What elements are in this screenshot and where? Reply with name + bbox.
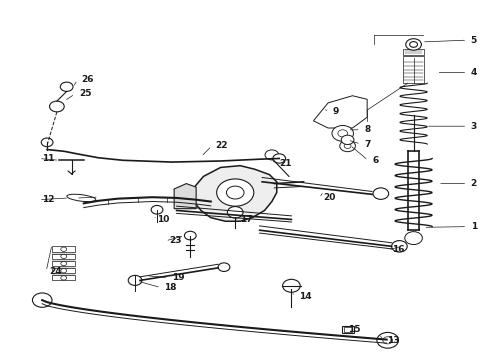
- Text: 25: 25: [79, 89, 91, 98]
- Text: 3: 3: [471, 122, 477, 131]
- Circle shape: [406, 39, 421, 50]
- Circle shape: [151, 206, 163, 214]
- Text: 16: 16: [392, 246, 404, 255]
- Circle shape: [340, 140, 355, 152]
- Ellipse shape: [67, 194, 96, 202]
- Circle shape: [338, 130, 347, 137]
- Text: 1: 1: [471, 222, 477, 231]
- Circle shape: [218, 263, 230, 271]
- Text: 26: 26: [81, 75, 94, 84]
- Text: 15: 15: [347, 325, 360, 334]
- Circle shape: [377, 332, 398, 348]
- Text: 21: 21: [279, 159, 292, 168]
- Circle shape: [265, 150, 279, 160]
- FancyBboxPatch shape: [52, 261, 75, 266]
- Text: 24: 24: [49, 267, 62, 276]
- Text: 4: 4: [471, 68, 477, 77]
- Circle shape: [283, 279, 300, 292]
- Circle shape: [217, 179, 254, 206]
- Circle shape: [273, 154, 286, 163]
- Text: 12: 12: [42, 195, 55, 204]
- Circle shape: [184, 231, 196, 240]
- Circle shape: [41, 138, 53, 147]
- Circle shape: [226, 186, 244, 199]
- Circle shape: [61, 269, 67, 273]
- Circle shape: [332, 126, 353, 141]
- Circle shape: [373, 188, 389, 199]
- Circle shape: [61, 276, 67, 280]
- Text: 20: 20: [323, 193, 336, 202]
- Text: 22: 22: [216, 141, 228, 150]
- Text: 17: 17: [240, 215, 253, 224]
- Text: 13: 13: [387, 336, 399, 345]
- FancyBboxPatch shape: [403, 49, 424, 55]
- Circle shape: [32, 293, 52, 307]
- FancyBboxPatch shape: [343, 327, 352, 332]
- Text: 6: 6: [372, 156, 378, 165]
- Circle shape: [392, 240, 407, 252]
- Circle shape: [61, 261, 67, 266]
- Circle shape: [227, 207, 243, 218]
- Circle shape: [410, 41, 417, 47]
- FancyBboxPatch shape: [52, 246, 75, 252]
- Polygon shape: [314, 96, 367, 128]
- Text: 5: 5: [471, 36, 477, 45]
- Circle shape: [61, 247, 67, 251]
- Text: 7: 7: [365, 140, 371, 149]
- Circle shape: [405, 231, 422, 244]
- Polygon shape: [191, 166, 277, 221]
- Circle shape: [128, 275, 142, 285]
- Text: 23: 23: [169, 237, 182, 246]
- FancyBboxPatch shape: [52, 253, 75, 259]
- Text: 19: 19: [172, 273, 184, 282]
- FancyBboxPatch shape: [52, 268, 75, 273]
- FancyBboxPatch shape: [403, 56, 424, 83]
- Text: 9: 9: [333, 107, 339, 116]
- FancyBboxPatch shape: [52, 275, 75, 280]
- Circle shape: [60, 82, 73, 91]
- Text: 18: 18: [164, 283, 177, 292]
- Circle shape: [341, 135, 354, 144]
- Polygon shape: [174, 184, 196, 209]
- Text: 8: 8: [365, 125, 371, 134]
- Text: 11: 11: [42, 154, 55, 163]
- Circle shape: [49, 101, 64, 112]
- Circle shape: [344, 143, 351, 148]
- Text: 14: 14: [299, 292, 311, 301]
- Text: 2: 2: [471, 179, 477, 188]
- Circle shape: [383, 337, 392, 344]
- FancyBboxPatch shape: [342, 326, 354, 333]
- Circle shape: [61, 254, 67, 258]
- Text: 10: 10: [157, 215, 170, 224]
